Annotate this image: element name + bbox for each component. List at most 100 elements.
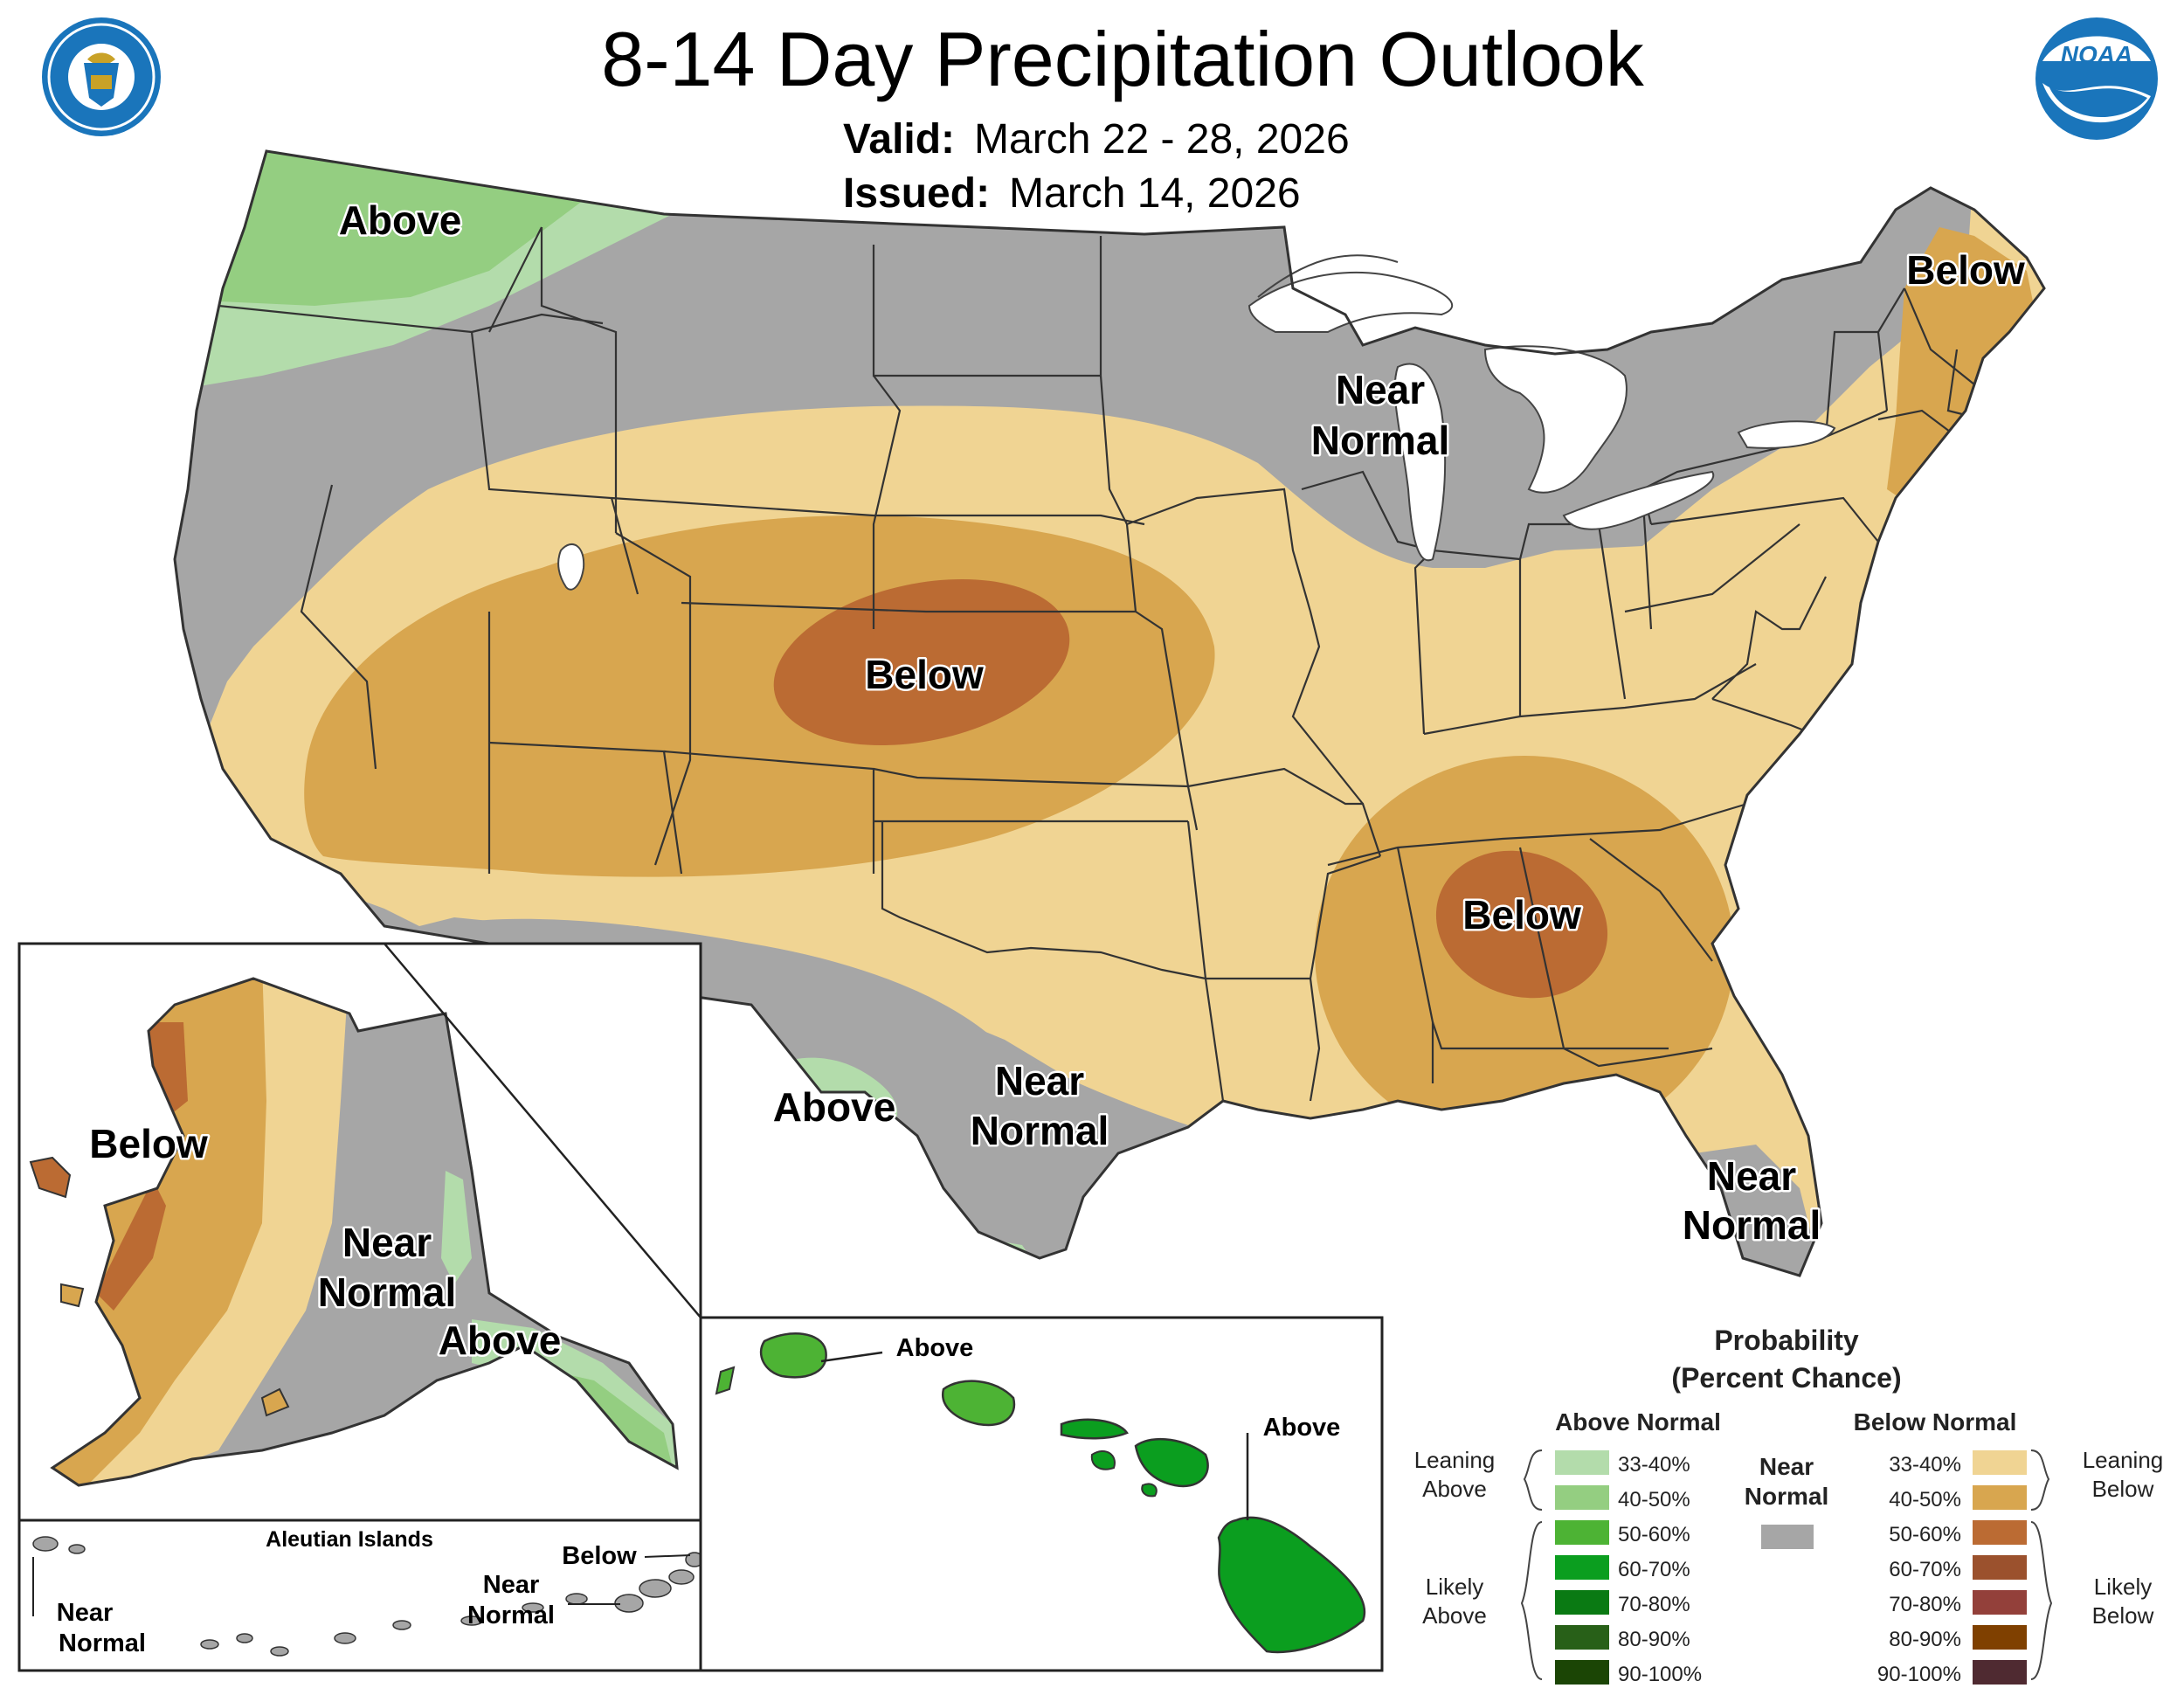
leaning-above-1: Leaning [1414,1447,1496,1473]
noaa-logo-text: NOAA [2061,41,2132,68]
legend-below-range: 70-80% [1889,1593,1961,1616]
lake-michigan [1393,363,1447,562]
legend-below-range: 90-100% [1877,1663,1961,1686]
legend-above-range: 40-50% [1618,1488,1690,1512]
leaning-below-1: Leaning [2083,1447,2164,1473]
legend-above-swatch [1555,1590,1609,1615]
legend-below-swatch [1973,1450,2027,1475]
alaska-inset: Below Near Normal Above [17,942,702,1522]
header: 8-14 Day Precipitation Outlook Valid: Mar… [601,16,1645,217]
west-texas-above-label: Above [773,1084,896,1130]
legend-below-swatch [1973,1590,2027,1615]
aleutian-near-label-2: Normal [467,1602,555,1629]
legend-below-swatch [1973,1625,2027,1650]
commerce-seal-icon [42,17,161,136]
maui [1134,1437,1209,1488]
legend-above-swatch [1555,1660,1609,1685]
southeast-below-label: Below [1462,892,1581,937]
legend-above-range: 70-80% [1618,1593,1690,1616]
legend-above-swatch [1555,1485,1609,1510]
page-title: 8-14 Day Precipitation Outlook [601,16,1645,102]
leaning-above-2: Above [1422,1476,1487,1502]
lake-erie [1562,470,1715,530]
new-england-below-label: Below [1906,247,2025,293]
legend-below-range: 50-60% [1889,1523,1961,1546]
issued-line: Issued: March 14, 2026 [843,170,1301,217]
likely-above-1: Likely [1426,1574,1483,1600]
legend: Probability (Percent Chance) Above Norma… [1414,1325,2164,1686]
legend-below-swatch [1973,1485,2027,1510]
southeast-below-50-60 [1435,850,1608,999]
texas-near-label-1: Near [995,1058,1084,1103]
aleutian-title: Aleutian Islands [266,1527,433,1552]
central-below-50-60 [773,578,1070,746]
likely-below-1: Likely [2094,1574,2152,1600]
conus-outline [173,149,2046,1277]
lake-ontario [1737,420,1836,449]
legend-above-swatch [1555,1520,1609,1545]
ak-below-label: Below [89,1121,208,1166]
noaa-logo-icon: NOAA [2035,17,2158,140]
nw-above-label: Above [339,197,462,243]
kauai [759,1332,827,1379]
texas-near-label-2: Normal [971,1108,1109,1153]
legend-below-range: 80-90% [1889,1628,1961,1651]
likely-above-2: Above [1422,1602,1487,1629]
valid-line: Valid: March 22 - 28, 2026 [843,116,1350,163]
issued-label: Issued: [843,170,990,217]
aleutian-near-label-1: Near [483,1571,540,1599]
issued-value: March 14, 2026 [1009,170,1301,217]
legend-above-swatch [1555,1555,1609,1580]
legend-above-rows: 33-40% 40-50% 50-60% 60-70% 70-80% 80-90% 90-1… [1555,1450,1702,1686]
ak-above-label: Above [439,1318,562,1363]
big-island [1217,1516,1366,1654]
legend-above-swatch [1555,1450,1609,1475]
legend-below-swatch [1973,1555,2027,1580]
florida-near-label-1: Near [1707,1153,1796,1199]
molokai [1060,1418,1129,1440]
aleutians-inset: Aleutian Islands Below Near Normal Near … [17,1519,704,1672]
leaning-below-2: Below [2092,1476,2154,1502]
great-lakes-near-label-2: Normal [1311,418,1449,463]
hawaii-inset: Above Above [699,1316,1384,1672]
legend-title-1: Probability [1714,1325,1859,1356]
legend-near-1: Near [1759,1453,1814,1480]
legend-below-swatch [1973,1660,2027,1685]
legend-above-header: Above Normal [1555,1408,1721,1435]
legend-above-swatch [1555,1625,1609,1650]
valid-label: Valid: [843,116,955,163]
legend-above-range: 50-60% [1618,1523,1690,1546]
new-england-below-40-50 [1887,227,2035,507]
great-salt-lake [557,543,585,591]
great-lakes-near-label-1: Near [1336,367,1425,412]
valid-value: March 22 - 28, 2026 [974,116,1350,163]
big-island-above-label: Above [1263,1414,1341,1442]
legend-below-range: 40-50% [1889,1488,1961,1512]
conus-map: Above Near Normal Below Below Below Abov… [173,149,2046,1277]
likely-below-2: Below [2092,1602,2154,1629]
legend-below-rows: 33-40% 40-50% 50-60% 60-70% 70-80% 80-90% 90-1… [1877,1450,2027,1686]
legend-below-swatch [1973,1520,2027,1545]
state-borders [218,226,1984,1102]
oahu [941,1380,1016,1427]
legend-title-2: (Percent Chance) [1671,1362,1901,1394]
legend-near-swatch [1761,1525,1814,1549]
legend-above-range: 60-70% [1618,1558,1690,1581]
legend-above-range: 90-100% [1618,1663,1702,1686]
lake-superior [1248,271,1454,333]
ak-near-label-2: Normal [318,1269,456,1315]
legend-near-2: Normal [1745,1483,1828,1510]
nw-above-40-50 [175,151,594,306]
aleutian-west-near-label-2: Normal [59,1629,146,1657]
legend-above-range: 80-90% [1618,1628,1690,1651]
aleutian-below-label: Below [562,1542,637,1570]
florida-near-label-2: Normal [1683,1202,1821,1248]
legend-below-header: Below Normal [1854,1408,2017,1435]
legend-above-range: 33-40% [1618,1453,1690,1477]
kauai-above-label: Above [896,1334,974,1362]
ak-near-label-1: Near [342,1220,432,1265]
central-below-label: Below [865,652,984,697]
legend-below-range: 33-40% [1889,1453,1961,1477]
legend-below-range: 60-70% [1889,1558,1961,1581]
